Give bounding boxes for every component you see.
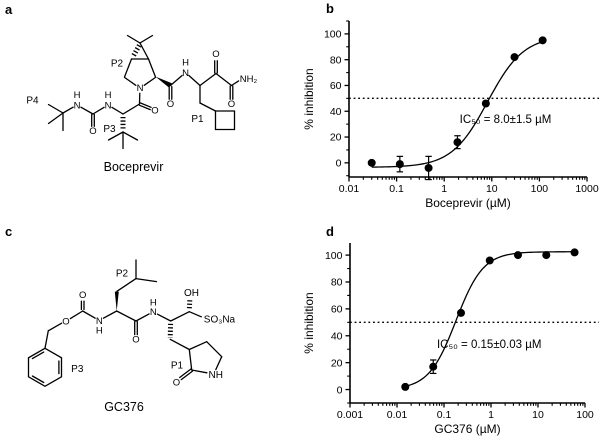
atom-label: N xyxy=(96,316,103,327)
x-tick-label: 0.1 xyxy=(437,409,452,421)
y-tick-label: 60 xyxy=(330,80,342,92)
site-label-p1: P1 xyxy=(191,114,204,125)
boceprevir-atom-labels: H N O H N O N O H N O O NH₂ xyxy=(74,49,258,137)
compound-name-gc376: GC376 xyxy=(104,400,144,414)
atom-label: N xyxy=(137,83,144,94)
y-axis-title: % inhibition xyxy=(302,68,316,129)
dose-response-chart-gc376: 0 20 40 60 80 100 0.001 0.01 0.1 1 10 100 IC₅₀ = 0.1… xyxy=(302,243,599,436)
x-tick-label: 0.01 xyxy=(339,183,360,195)
structure-gc376: O O N H O H N OH SO₃Na NH O P2 P3 P1 GC3… xyxy=(27,259,236,414)
boceprevir-site-labels: P4 P2 P3 P1 xyxy=(26,58,204,135)
atom-label: O xyxy=(212,49,219,60)
ic50-annotation: IC₅₀ = 0.15±0.03 µM xyxy=(437,339,542,351)
atom-label: O xyxy=(151,106,158,117)
y-axis-title: % inhibition xyxy=(302,292,316,353)
y-tick-label: 0 xyxy=(337,384,343,396)
y-tick-label: 0 xyxy=(336,158,342,170)
gc376-site-labels: P2 P3 P1 xyxy=(71,268,183,375)
site-label-p2: P2 xyxy=(111,58,124,69)
atom-label: H xyxy=(105,90,112,101)
site-label-p3: P3 xyxy=(103,124,116,135)
ic50-annotation: IC₅₀ = 8.0±1.5 µM xyxy=(460,114,552,126)
panel-label-c: c xyxy=(5,224,13,239)
atom-label: N xyxy=(182,68,189,79)
atom-label: N xyxy=(74,100,81,111)
y-tick-label: 100 xyxy=(324,29,342,41)
y-tick-label: 40 xyxy=(330,106,342,118)
x-tick-label: 0.01 xyxy=(387,409,408,421)
site-label-p4: P4 xyxy=(26,95,39,106)
atom-label: O xyxy=(62,316,69,327)
atom-label: H xyxy=(150,297,157,308)
data-point xyxy=(424,163,433,172)
hashed-wedge-bond xyxy=(186,298,193,309)
bold-wedge-bond xyxy=(155,76,172,88)
atom-label: NH xyxy=(209,370,223,381)
atom-label: N xyxy=(105,100,112,111)
y-tick-label: 40 xyxy=(331,330,343,342)
atom-label: O xyxy=(89,126,96,137)
panel-label-b: b xyxy=(326,1,334,16)
structure-boceprevir: H N O H N O N O H N O O NH₂ P4 P2 P3 P1 … xyxy=(26,34,258,174)
atom-label: H xyxy=(182,58,189,69)
atom-label: O xyxy=(167,99,174,110)
data-point xyxy=(510,53,519,62)
dose-response-chart-boceprevir: 0 20 40 60 80 100 0.01 0.1 1 10 100 1000 IC₅₀ = 8.0±… xyxy=(302,20,599,210)
data-point xyxy=(401,382,410,391)
hashed-wedge-bond xyxy=(130,44,142,59)
phenyl-ring xyxy=(27,347,63,388)
x-tick-label: 10 xyxy=(486,183,498,195)
cyclobutane-ring xyxy=(214,110,236,131)
data-point xyxy=(367,158,376,167)
data-point xyxy=(538,36,547,45)
data-point xyxy=(457,308,465,317)
site-label-p1: P1 xyxy=(171,361,184,372)
x-tick-label: 100 xyxy=(576,409,594,421)
x-tick-label: 0.001 xyxy=(337,409,363,421)
data-point xyxy=(453,138,462,147)
bold-wedge-bond xyxy=(114,291,119,311)
panel-label-d: d xyxy=(326,224,334,239)
y-tick-label: 100 xyxy=(325,250,343,262)
data-point xyxy=(485,256,494,265)
atom-label: O xyxy=(228,99,235,110)
atom-label: H xyxy=(96,326,103,337)
data-point xyxy=(542,251,551,260)
y-tick-label: 60 xyxy=(331,304,343,316)
x-axis-title: Boceprevir (µM) xyxy=(425,196,511,210)
atom-label: O xyxy=(79,290,86,301)
gc376-atom-labels: O O N H O H N OH SO₃Na NH O xyxy=(62,288,235,388)
y-tick-label: 20 xyxy=(330,132,342,144)
compound-name-boceprevir: Boceprevir xyxy=(104,160,164,174)
x-tick-label: 1 xyxy=(488,409,494,421)
x-tick-label: 1000 xyxy=(575,183,599,195)
atom-label: OH xyxy=(184,288,199,299)
atom-label: NH₂ xyxy=(240,74,258,85)
x-tick-label: 1 xyxy=(441,183,447,195)
gc376-bonds xyxy=(27,259,223,388)
data-point xyxy=(429,362,438,371)
atom-label: H xyxy=(74,90,81,101)
x-tick-label: 0.1 xyxy=(389,183,404,195)
atom-label: N xyxy=(150,307,157,318)
y-tick-label: 20 xyxy=(331,357,343,369)
data-point xyxy=(513,251,522,260)
atom-label: O xyxy=(173,377,180,388)
data-point xyxy=(570,248,579,257)
panel-label-a: a xyxy=(5,2,13,17)
atom-label: O xyxy=(132,334,139,345)
site-label-p2: P2 xyxy=(116,268,129,279)
atom-label: SO₃Na xyxy=(204,315,236,326)
y-tick-label: 80 xyxy=(331,277,343,289)
y-tick-label: 80 xyxy=(330,54,342,66)
boceprevir-bonds xyxy=(47,34,240,150)
data-point xyxy=(395,160,404,169)
x-axis-title: GC376 (µM) xyxy=(434,422,500,436)
data-point xyxy=(481,99,490,108)
x-tick-label: 10 xyxy=(532,409,544,421)
x-tick-label: 100 xyxy=(531,183,549,195)
site-label-p3: P3 xyxy=(71,364,84,375)
